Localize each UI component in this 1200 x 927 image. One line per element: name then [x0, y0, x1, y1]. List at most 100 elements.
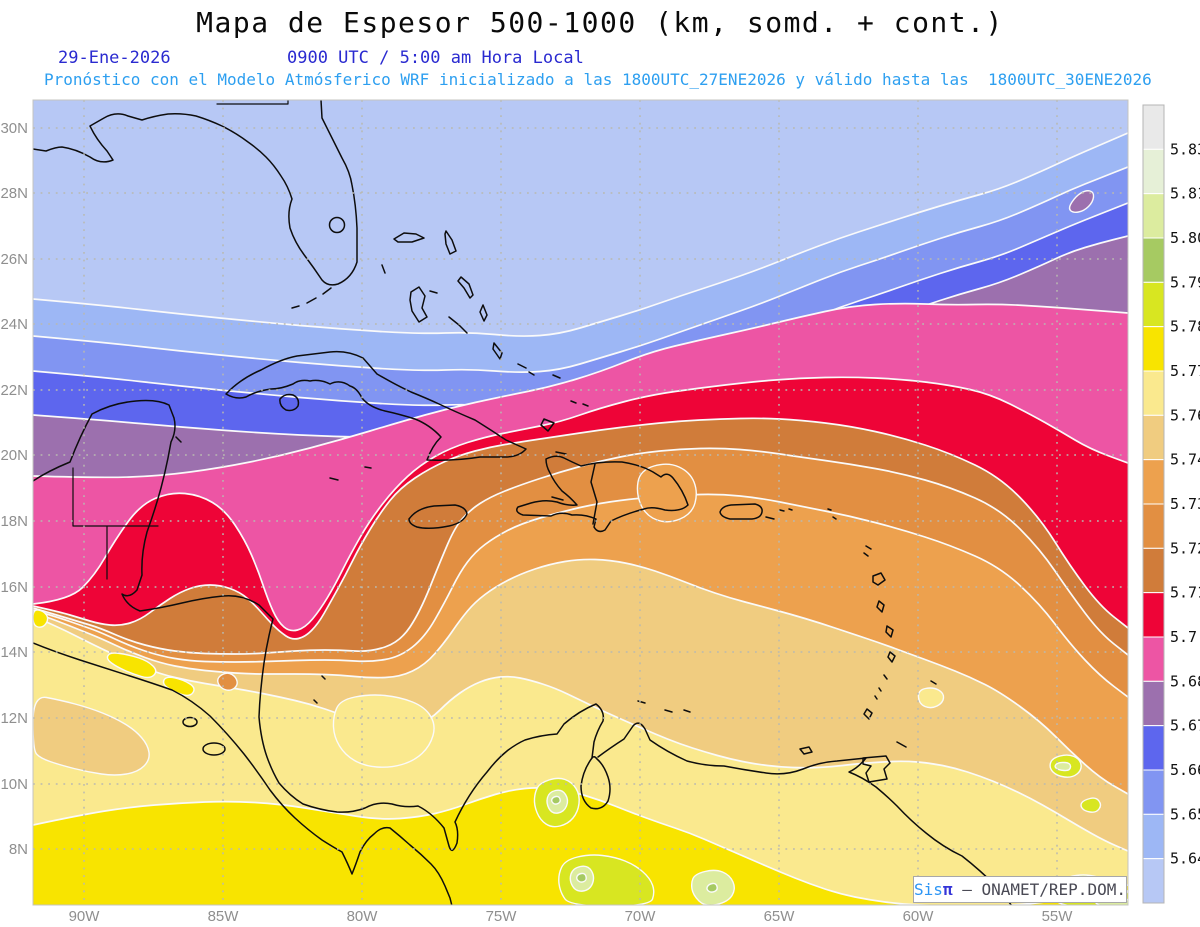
- green-dot-venezuela: [706, 882, 718, 893]
- coastline-venezuela-guyana: [597, 722, 1013, 905]
- lon-label: 55W: [1042, 908, 1074, 925]
- lon-label: 85W: [208, 908, 240, 925]
- lon-label: 80W: [347, 908, 379, 925]
- islands-san-andres: [175, 436, 326, 704]
- coastline-bahamas: [381, 230, 589, 432]
- lon-label: 75W: [486, 908, 518, 925]
- yellow-strip-2: [162, 676, 195, 697]
- colorbar-segment: [1142, 326, 1165, 372]
- colorbar-tick-label: 5.7: [1170, 628, 1197, 646]
- colorbar-segment: [1142, 281, 1165, 328]
- colorbar-segment: [1142, 104, 1165, 150]
- lat-label: 24N: [0, 316, 28, 333]
- border-us-states: [216, 100, 289, 105]
- lake-nicaragua: [202, 742, 226, 756]
- lat-label: 12N: [0, 710, 28, 727]
- coastline-cuba: [225, 350, 527, 481]
- coastlines: [33, 100, 1013, 905]
- lon-label: 90W: [69, 908, 101, 925]
- colorbar-segment: [1142, 459, 1165, 505]
- lat-label: 30N: [0, 120, 28, 137]
- lake-managua: [182, 716, 198, 728]
- coastline-lesser-antilles: [827, 508, 937, 748]
- lat-label: 22N: [0, 382, 28, 399]
- colorbar-segment: [1142, 769, 1165, 815]
- pale-pocket-nicaragua: [332, 694, 435, 768]
- colorbar-segment: [1142, 547, 1165, 594]
- lon-label: 65W: [764, 908, 796, 925]
- coastline-jamaica: [408, 504, 468, 530]
- coastline-trinidad: [637, 700, 891, 783]
- colorbar-tick-label: 5.831: [1170, 140, 1200, 158]
- contour-bands: [33, 100, 1128, 905]
- colorbar: 5.831 5.819 5.807 5.795 5.783 5.772 5.76 5.748 5…: [1142, 104, 1200, 904]
- model-info-label: Pronóstico con el Modelo Atmósferico WRF…: [44, 70, 1152, 89]
- coastline-yucatan-central-america: [33, 399, 605, 852]
- colorbar-border: [1142, 104, 1165, 904]
- colorbar-segment: [1142, 725, 1165, 771]
- lat-lon-grid: [33, 100, 1128, 905]
- colorbar-tick-label: 5.76: [1170, 406, 1200, 424]
- yellow-strip-1: [106, 652, 157, 679]
- pale-blob-east-caribbean: [917, 687, 945, 709]
- colorbar-tick-label: 5.664: [1170, 761, 1200, 779]
- credit-text: – ONAMET/REP.DOM.: [952, 880, 1126, 899]
- lon-label: 60W: [903, 908, 935, 925]
- coastline-us-gulf-florida: [33, 100, 358, 286]
- colorbar-segment: [1142, 858, 1165, 904]
- green-pill-core: [1054, 761, 1072, 772]
- lat-label: 10N: [0, 776, 28, 793]
- colorbar-tick-label: 5.676: [1170, 717, 1200, 735]
- colorbar-tick-label: 5.652: [1170, 805, 1200, 823]
- colorbar-tick-label: 5.724: [1170, 539, 1200, 557]
- green-dot-guyana: [1080, 797, 1102, 813]
- colorbar-segment: [1142, 414, 1165, 461]
- valid-date-label: 29-Ene-2026: [58, 48, 171, 68]
- colorbar-tick-label: 5.736: [1170, 495, 1200, 513]
- colorbar-tick-label: 5.795: [1170, 273, 1200, 291]
- tan-pocket-pacific: [33, 696, 150, 776]
- green-blob-costa-rica-dot: [550, 795, 561, 805]
- lake-okeechobee: [328, 216, 346, 234]
- coastline-puerto-rico: [719, 503, 793, 520]
- lat-label: 28N: [0, 185, 28, 202]
- border-belize-guatemala: [72, 467, 159, 580]
- axis-labels: 30N 28N 26N 24N 22N 20N 18N 16N 14N 12N 10N 8N 90W 85…: [0, 120, 1073, 925]
- lat-label: 8N: [9, 841, 28, 858]
- colorbar-segment: [1142, 680, 1165, 727]
- valid-time-label: 0900 UTC / 5:00 am Hora Local: [287, 48, 584, 68]
- colorbar-segment: [1142, 636, 1165, 682]
- lat-label: 16N: [0, 579, 28, 596]
- orange-blob-honduras: [217, 672, 238, 691]
- colorbar-tick-label: 5.772: [1170, 362, 1200, 380]
- colorbar-tick-label: 5.819: [1170, 185, 1200, 203]
- lon-label: 70W: [625, 908, 657, 925]
- colorbar-segment: [1142, 592, 1165, 638]
- colorbar-segment: [1142, 370, 1165, 416]
- colorbar-segment: [1142, 193, 1165, 239]
- credit-badge: Sisπ – ONAMET/REP.DOM.: [913, 876, 1127, 903]
- lat-label: 14N: [0, 644, 28, 661]
- green-blob-colombia-dot: [576, 872, 587, 883]
- colorbar-segment: [1142, 503, 1165, 549]
- colorbar-tick-label: 5.688: [1170, 672, 1200, 690]
- colorbar-tick-label: 5.807: [1170, 229, 1200, 247]
- page-title: Mapa de Espesor 500-1000 (km, somd. + co…: [196, 6, 1004, 39]
- colorbar-segment: [1142, 813, 1165, 860]
- light-patch-hispaniola: [636, 463, 697, 523]
- sispi-logo-sis: Sis: [914, 880, 943, 899]
- lat-label: 20N: [0, 447, 28, 464]
- lat-label: 18N: [0, 513, 28, 530]
- lake-maracaibo: [580, 755, 611, 810]
- sispi-logo-pi: π: [942, 880, 953, 899]
- coastline-florida-keys: [291, 287, 332, 309]
- colorbar-segment: [1142, 148, 1165, 195]
- colorbar-tick-label: 5.748: [1170, 451, 1200, 469]
- colorbar-tick-label: 5.783: [1170, 318, 1200, 336]
- colorbar-segment: [1142, 237, 1165, 283]
- coastline-pacific-central-america: [33, 642, 453, 905]
- lat-label: 26N: [0, 251, 28, 268]
- colorbar-tick-label: 5.712: [1170, 584, 1200, 602]
